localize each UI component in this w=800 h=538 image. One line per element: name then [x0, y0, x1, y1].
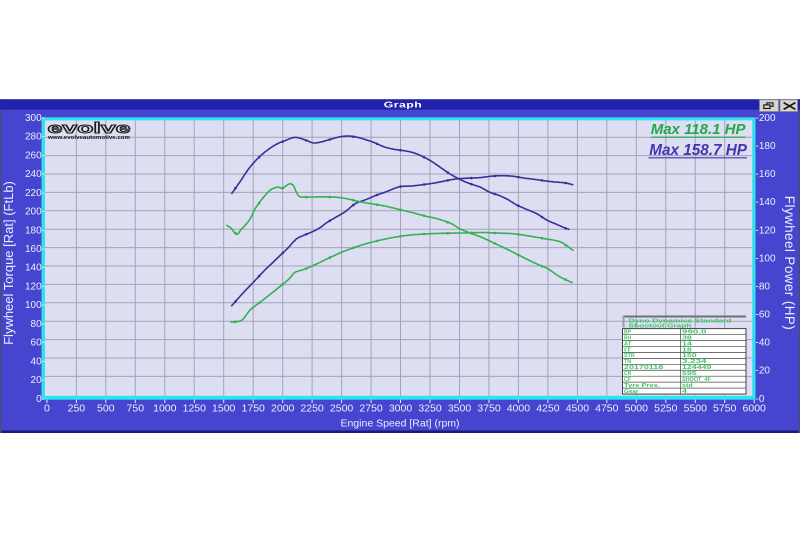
svg-text:100-: 100-: [25, 300, 45, 311]
svg-text:4250: 4250: [536, 403, 560, 415]
svg-text:280-: 280-: [25, 132, 45, 143]
svg-text:180-: 180-: [25, 225, 45, 236]
svg-text:Max 118.1 HP: Max 118.1 HP: [651, 121, 747, 138]
svg-text:750: 750: [127, 403, 145, 415]
svg-text:-20: -20: [756, 366, 771, 377]
svg-text:6000: 6000: [743, 403, 767, 415]
svg-text:0: 0: [44, 403, 50, 415]
svg-text:4: 4: [682, 389, 687, 395]
svg-text:1250: 1250: [183, 403, 207, 415]
svg-text:2750: 2750: [359, 403, 383, 415]
svg-text:250: 250: [68, 403, 86, 415]
svg-text:1500: 1500: [212, 403, 236, 415]
svg-text:140-: 140-: [25, 263, 45, 274]
svg-text:4500: 4500: [566, 403, 590, 415]
svg-text:-120: -120: [756, 225, 776, 236]
svg-text:2000: 2000: [271, 403, 295, 415]
svg-text:-160: -160: [756, 169, 776, 180]
svg-text:300-: 300-: [25, 113, 45, 124]
svg-text:60-: 60-: [31, 338, 45, 349]
svg-text:20-: 20-: [31, 375, 45, 386]
svg-text:500: 500: [97, 403, 115, 415]
svg-text:4750: 4750: [595, 403, 619, 415]
svg-text:3500: 3500: [448, 403, 472, 415]
svg-text:5750: 5750: [713, 403, 737, 415]
svg-text:1000: 1000: [153, 403, 177, 415]
svg-text:1750: 1750: [242, 403, 266, 415]
svg-text:5000: 5000: [625, 403, 649, 415]
svg-text:80-: 80-: [31, 319, 45, 330]
svg-text:Graph: Graph: [384, 100, 422, 110]
svg-text:2500: 2500: [330, 403, 354, 415]
svg-text:-80: -80: [756, 281, 771, 292]
svg-text:Flywheel Power (HP): Flywheel Power (HP): [782, 196, 797, 330]
svg-text:www.evolveautomotive.com: www.evolveautomotive.com: [47, 135, 130, 141]
svg-text:120-: 120-: [25, 281, 45, 292]
svg-text:40-: 40-: [31, 356, 45, 367]
svg-text:-140: -140: [756, 197, 776, 208]
svg-text:3250: 3250: [418, 403, 442, 415]
svg-text:3000: 3000: [389, 403, 413, 415]
svg-text:Flywheel Torque [Rat] (FtLb): Flywheel Torque [Rat] (FtLb): [1, 181, 16, 345]
svg-text:-180: -180: [756, 141, 776, 152]
svg-text:Max 158.7 HP: Max 158.7 HP: [649, 142, 748, 159]
svg-text:260-: 260-: [25, 150, 45, 161]
svg-text:240-: 240-: [25, 169, 45, 180]
svg-text:-200: -200: [756, 113, 776, 124]
svg-text:-100: -100: [756, 253, 776, 264]
svg-text:4000: 4000: [507, 403, 531, 415]
svg-text:5500: 5500: [684, 403, 708, 415]
svg-text:Engine Speed [Rat] (rpm): Engine Speed [Rat] (rpm): [340, 418, 459, 430]
svg-text:160-: 160-: [25, 244, 45, 255]
svg-text:Gear: Gear: [624, 389, 639, 395]
svg-text:220-: 220-: [25, 188, 45, 199]
svg-text:5250: 5250: [654, 403, 678, 415]
svg-text:-60: -60: [756, 310, 771, 321]
svg-text:200-: 200-: [25, 207, 45, 218]
svg-text:-40: -40: [756, 338, 771, 349]
svg-text:3750: 3750: [477, 403, 501, 415]
svg-text:2250: 2250: [300, 403, 324, 415]
